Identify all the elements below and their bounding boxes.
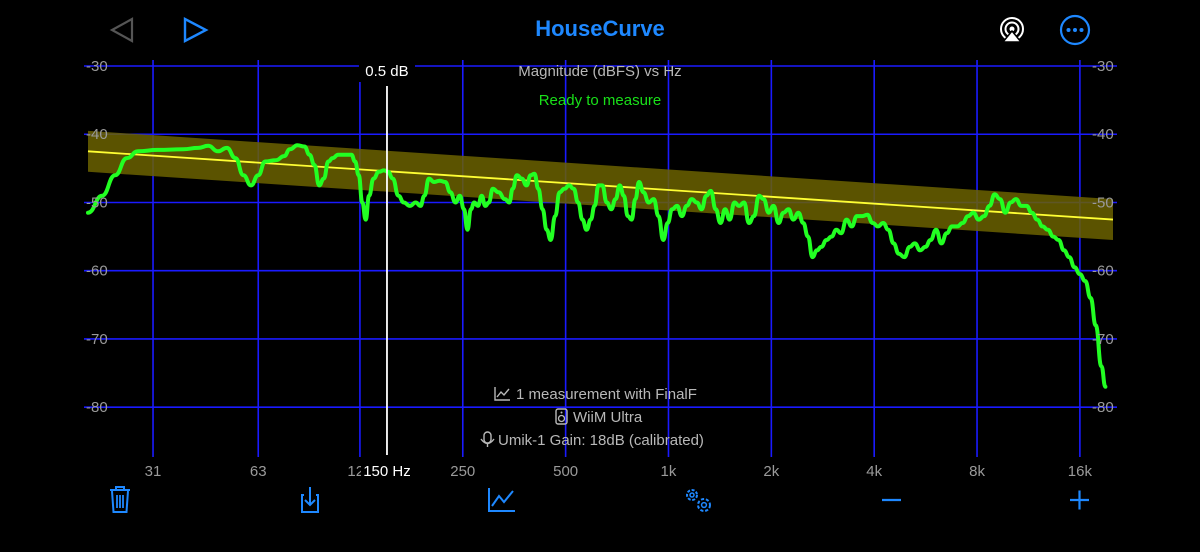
y-tick-label-right: -70 <box>1092 331 1114 348</box>
back-button[interactable] <box>108 16 138 44</box>
airplay-icon <box>1000 17 1024 43</box>
x-tick-label: 31 <box>145 463 162 480</box>
y-tick-label-right: -80 <box>1092 399 1114 416</box>
plus-icon <box>1070 490 1089 510</box>
app-title: HouseCurve <box>535 16 665 41</box>
y-tick-label-left: -30 <box>86 58 108 75</box>
zoom-in-button[interactable] <box>1062 484 1098 516</box>
status-text: Ready to measure <box>539 92 662 109</box>
y-tick-label-right: -30 <box>1092 58 1114 75</box>
x-tick-label: 250 <box>450 463 475 480</box>
x-tick-label: 4k <box>866 463 882 480</box>
y-tick-label-right: -40 <box>1092 126 1114 143</box>
mic-info: Umik-1 Gain: 18dB (calibrated) <box>498 432 704 449</box>
save-button[interactable] <box>292 484 328 516</box>
cursor-label-bg <box>358 58 415 82</box>
x-tick-label: 8k <box>969 463 985 480</box>
gears-icon <box>686 489 711 512</box>
x-axis-labels: 31 63 125 250 500 1k 2k 4k 8k 16k <box>145 463 1093 480</box>
y-tick-label-left: -60 <box>86 263 108 280</box>
triangle-right-icon <box>183 17 209 43</box>
chart-button[interactable] <box>484 484 520 516</box>
x-tick-label: 63 <box>250 463 267 480</box>
x-tick-label: 16k <box>1068 463 1093 480</box>
y-tick-label-left: -80 <box>86 399 108 416</box>
trash-icon <box>110 486 130 513</box>
cursor-db-label: 0.5 dB <box>365 63 408 80</box>
x-tick-label: 500 <box>553 463 578 480</box>
y-tick-label-right: -60 <box>1092 263 1114 280</box>
measurement-info: 1 measurement with FinalF WiiM Ultra Umi… <box>480 386 704 449</box>
device-name: WiiM Ultra <box>573 409 643 426</box>
y-axis-labels: -30 -30 -40 -40 -50 -50 -60 -60 -70 -70 -80 -80 <box>86 58 1114 416</box>
cursor-freq-label: 150 Hz <box>363 463 411 480</box>
cursor-layer[interactable]: 0.5 dB 150 Hz <box>358 58 415 481</box>
triangle-left-icon <box>109 17 134 43</box>
y-tick-label-left: -70 <box>86 331 108 348</box>
top-bar: HouseCurve <box>0 0 1200 62</box>
chart-subtitle: Magnitude (dBFS) vs Hz <box>518 63 681 80</box>
trash-button[interactable] <box>102 484 138 516</box>
download-icon <box>301 487 319 513</box>
x-tick-label: 2k <box>763 463 779 480</box>
y-tick-label-left: -50 <box>86 194 108 211</box>
small-chart-icon <box>494 387 510 401</box>
measurement-count: 1 measurement with FinalF <box>516 386 697 403</box>
x-tick-label: 1k <box>661 463 677 480</box>
measurement-curve-layer <box>86 143 1108 389</box>
settings-button[interactable] <box>680 484 716 516</box>
speaker-icon <box>555 408 568 425</box>
minus-icon <box>882 498 901 502</box>
more-button[interactable] <box>1059 14 1091 46</box>
line-chart-icon <box>488 488 515 512</box>
zoom-out-button[interactable] <box>874 484 910 516</box>
ellipsis-circle-icon <box>1059 14 1091 46</box>
microphone-icon <box>480 431 495 447</box>
y-tick-label-left: -40 <box>86 126 108 143</box>
measurement-curve <box>86 143 1108 389</box>
play-button[interactable] <box>180 16 210 44</box>
cursor-freq-bg <box>360 459 413 481</box>
y-tick-label-right: -50 <box>1092 194 1114 211</box>
airplay-button[interactable] <box>996 14 1028 46</box>
